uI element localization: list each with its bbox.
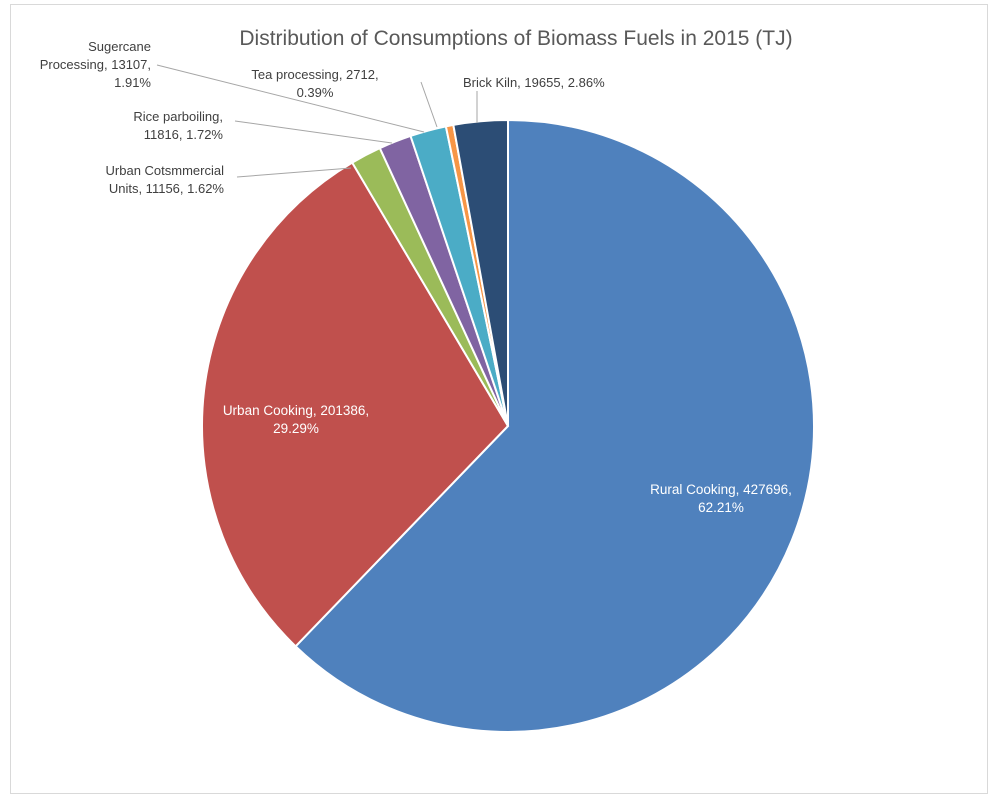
data-label-rural-cooking: Rural Cooking, 427696, 62.21% [650, 482, 792, 515]
leader-lines [156, 64, 478, 178]
chart-frame: Distribution of Consumptions of Biomass … [10, 4, 988, 794]
leader-line [234, 120, 393, 144]
data-label-urban-cooking: Urban Cooking, 201386, 29.29% [223, 403, 369, 436]
data-label-tea-processing: Tea processing, 2712, 0.39% [251, 67, 378, 100]
data-label-rice-parboiling: Rice parboiling, 11816, 1.72% [133, 109, 223, 142]
pie-chart: Distribution of Consumptions of Biomass … [40, 27, 815, 733]
data-label-sugercane-processing: Sugercane Processing, 13107, 1.91% [40, 39, 152, 90]
leader-line [156, 64, 425, 133]
pie-slice-brick-kiln [452, 118, 509, 427]
leader-line [236, 167, 352, 178]
pie-slices [200, 118, 815, 733]
leader-line [420, 81, 438, 128]
chart-title: Distribution of Consumptions of Biomass … [239, 27, 792, 50]
data-labels: Rural Cooking, 427696, 62.21% Urban Cookin… [40, 39, 792, 515]
pie-slice-rural-cooking [294, 118, 815, 733]
data-label-urban-cotsmmercial-units: Urban Cotsmmercial Units, 11156, 1.62% [106, 163, 225, 196]
pie-slice-urban-cooking [200, 161, 510, 648]
data-label-brick-kiln: Brick Kiln, 19655, 2.86% [463, 75, 605, 90]
